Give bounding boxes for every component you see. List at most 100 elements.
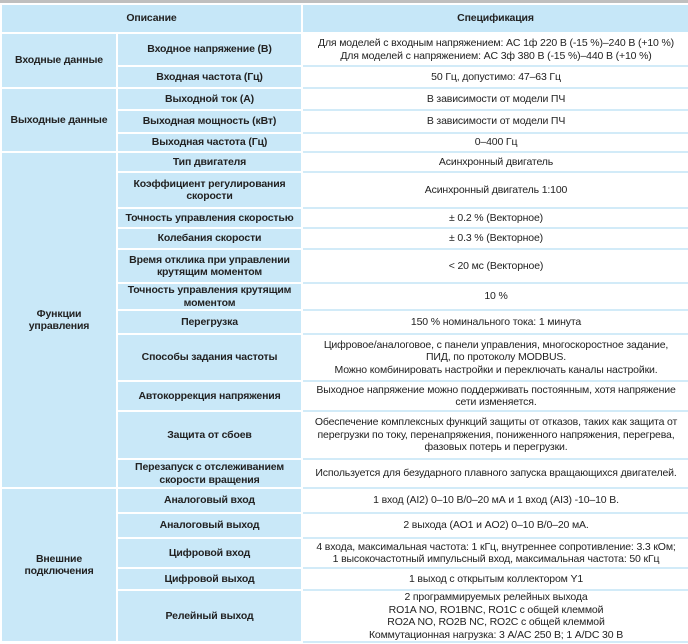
parameter-name: Тип двигателя	[117, 151, 303, 173]
table-row: Точность управления скоростью ± 0.2 % (Ве…	[1, 207, 688, 229]
table-row: Колебания скорости ± 0.3 % (Векторное)	[1, 227, 688, 250]
value-line: 2 программируемых релейных выхода	[404, 591, 588, 603]
parameter-value: 4 входа, максимальная частота: 1 кГц, вн…	[302, 538, 688, 569]
parameter-name: Входное напряжение (В)	[117, 32, 303, 67]
group-label: Выходные данные	[0, 87, 118, 153]
parameter-value: В зависимости от модели ПЧ	[302, 88, 688, 111]
parameter-name: Точность управления крутящим моментом	[117, 282, 303, 311]
table-row: Входные данные Входное напряжение (В) Для …	[0, 32, 688, 89]
parameter-name: Входная частота (Гц)	[117, 65, 303, 89]
parameter-name: Цифровой выход	[117, 567, 303, 591]
header-description: Описание	[0, 5, 303, 34]
value-line: Цифровое/аналоговое, с панели управления…	[323, 338, 669, 351]
value-line: фазовых потерь и перегрузки.	[424, 441, 568, 454]
value-line: Коммутационная нагрузка: 3 A/AC 250 В; 1…	[368, 628, 624, 641]
parameter-name: Время отклика при управлении крутящим мо…	[117, 248, 303, 284]
parameter-value: < 20 мс (Векторное)	[302, 249, 688, 284]
parameter-name: Релейный выход	[117, 589, 303, 643]
parameter-value: 50 Гц, допустимо: 47–63 Гц	[302, 66, 688, 89]
spec-table: Описание Спецификация Входные данные Вход…	[0, 5, 688, 643]
value-line: 150 % номинального тока: 1 минута	[410, 315, 582, 328]
parameter-name: Выходная частота (Гц)	[117, 132, 303, 153]
table-row: Время отклика при управлении крутящим мо…	[1, 248, 688, 284]
value-line: Можно комбинировать настройки и переключ…	[334, 363, 658, 376]
value-line: 10 %	[484, 290, 508, 303]
table-row: Защита от сбоев Обеспечение комплексных ф…	[1, 410, 688, 460]
parameter-name: Колебания скорости	[117, 227, 303, 250]
parameter-value: 10 %	[302, 283, 688, 311]
parameter-name: Аналоговый выход	[117, 512, 303, 539]
value-line: Используется для безударного плавного за…	[315, 467, 677, 480]
parameter-value: 150 % номинального тока: 1 минута	[302, 310, 688, 335]
parameter-name: Аналоговый вход	[117, 487, 303, 514]
parameter-value: Цифровое/аналоговое, с панели управления…	[302, 334, 688, 382]
value-line: Асинхронный двигатель 1:100	[424, 183, 568, 196]
parameter-name: Защита от сбоев	[117, 410, 303, 460]
header-row: Описание Спецификация	[0, 5, 688, 34]
table-row: Функции управления Тип двигателя Асинхронн…	[0, 151, 688, 489]
value-line: 0–400 Гц	[474, 136, 518, 149]
parameter-value: ± 0.2 % (Векторное)	[302, 208, 688, 229]
value-line: Для моделей с напряжением: AC 3ф 380 В (…	[340, 49, 652, 62]
table-row: Коэффициент регулирования скорости Асинхр…	[1, 171, 688, 209]
parameter-name: Способы задания частоты	[117, 333, 303, 382]
parameter-value: Асинхронный двигатель 1:100	[302, 172, 688, 209]
table-row: Выходные данные Выходной ток (А) В зависим…	[0, 87, 688, 153]
value-line: 1 высокочастотный импульсный вход, макси…	[332, 553, 660, 565]
value-line: < 20 мс (Векторное)	[448, 259, 544, 272]
parameter-value: В зависимости от модели ПЧ	[302, 110, 688, 134]
value-line: RO2A NO, RO2B NC, RO2C с общей клеммой	[387, 616, 605, 628]
parameter-name: Перегрузка	[117, 309, 303, 335]
parameter-value: 2 программируемых релейных выхода RO1A NO…	[302, 590, 688, 643]
value-line: В зависимости от модели ПЧ	[426, 115, 566, 128]
parameter-value: 2 выхода (AO1 и AO2) 0–10 В/0–20 мА.	[302, 513, 688, 539]
parameter-name: Коэффициент регулирования скорости	[117, 171, 303, 209]
value-line: ± 0.3 % (Векторное)	[449, 232, 543, 245]
table-body: Входные данные Входное напряжение (В) Для …	[0, 32, 688, 643]
value-line: В зависимости от модели ПЧ	[426, 92, 566, 105]
value-line: ПИД, по протоколу MODBUS.	[425, 351, 566, 364]
value-line: 4 входа, максимальная частота: 1 кГц, вн…	[316, 540, 676, 553]
value-line: 2 выхода (AO1 и AO2) 0–10 В/0–20 мА.	[403, 519, 589, 532]
value-line: сети изменяется.	[455, 396, 537, 408]
parameter-value: Для моделей с входным напряжением: AC 1ф…	[302, 33, 688, 67]
parameter-value: Используется для безударного плавного за…	[302, 459, 688, 489]
group-label: Входные данные	[0, 32, 118, 89]
value-line: Для моделей с входным напряжением: AC 1ф…	[317, 37, 674, 49]
value-line: RO1A NO, RO1BNC, RO1C с общей клеммой	[388, 603, 604, 616]
value-line: Обеспечение комплексных функций защиты о…	[314, 416, 678, 429]
parameter-name: Выходной ток (А)	[117, 87, 303, 111]
table-row: Автокоррекция напряжения Выходное напряже…	[1, 380, 688, 412]
table-row: Выходная мощность (кВт) В зависимости от …	[1, 109, 688, 134]
value-line: 1 выход с открытым коллектором Y1	[408, 572, 584, 585]
parameter-value: 1 выход с открытым коллектором Y1	[302, 568, 688, 591]
parameter-name: Выходная мощность (кВт)	[117, 109, 303, 134]
group-label: Внешние подключения	[0, 487, 118, 643]
parameter-value: ± 0.3 % (Векторное)	[302, 228, 688, 250]
table-row: Перезапуск с отслеживанием скорости вращ…	[1, 458, 688, 489]
parameter-name: Автокоррекция напряжения	[117, 380, 303, 412]
parameter-value: 0–400 Гц	[302, 133, 688, 153]
parameter-value: 1 вход (AI2) 0–10 В/0–20 мА и 1 вход (AI…	[302, 488, 688, 514]
table-row: Перегрузка 150 % номинального тока: 1 мин…	[1, 309, 688, 335]
parameter-name: Цифровой вход	[117, 537, 303, 569]
table-row: Точность управления крутящим моментом 10 …	[1, 282, 688, 311]
table-row: Релейный выход 2 программируемых релейных…	[1, 589, 688, 643]
value-line: 50 Гц, допустимо: 47–63 Гц	[431, 70, 561, 83]
table-row: Цифровой вход 4 входа, максимальная часто…	[1, 537, 688, 569]
value-line: Асинхронный двигатель	[438, 155, 554, 168]
parameter-value: Обеспечение комплексных функций защиты о…	[302, 411, 688, 460]
parameter-name: Перезапуск с отслеживанием скорости вращ…	[117, 458, 303, 489]
header-specification: Спецификация	[301, 5, 688, 34]
table-row: Способы задания частоты Цифровое/аналогов…	[1, 333, 688, 382]
value-line: ± 0.2 % (Векторное)	[449, 211, 543, 224]
parameter-name: Точность управления скоростью	[117, 207, 303, 229]
top-rule	[0, 0, 688, 3]
group-label: Функции управления	[0, 151, 118, 489]
parameter-value: Асинхронный двигатель	[302, 152, 688, 173]
parameter-value: Выходное напряжение можно поддерживать п…	[302, 381, 688, 412]
value-line: Выходное напряжение можно поддерживать п…	[316, 383, 676, 396]
table-row: Цифровой выход 1 выход с открытым коллект…	[1, 567, 688, 591]
value-line: 1 вход (AI2) 0–10 В/0–20 мА и 1 вход (AI…	[373, 494, 619, 507]
table-row: Входная частота (Гц) 50 Гц, допустимо: 47…	[1, 65, 688, 89]
